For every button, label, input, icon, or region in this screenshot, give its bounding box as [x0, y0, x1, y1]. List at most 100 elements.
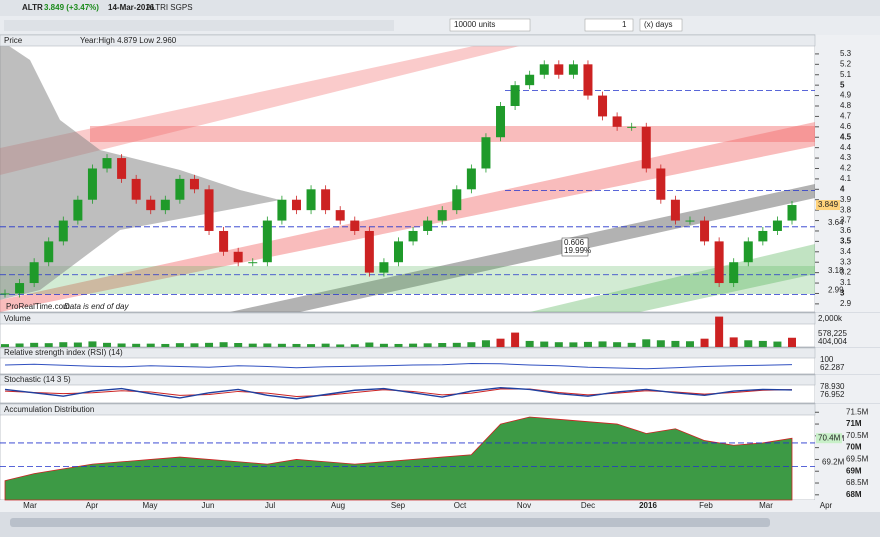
y-tick-label: 69M: [846, 466, 862, 475]
candle: [335, 210, 345, 221]
volume-bar: [481, 340, 490, 347]
units-field[interactable]: [449, 18, 531, 32]
note: Data is end of day: [64, 302, 129, 311]
ad-area: [4, 416, 793, 501]
volume-bar: [715, 316, 724, 347]
volume-bar: [496, 338, 505, 347]
candle: [598, 95, 608, 117]
scroll-thumb[interactable]: [10, 518, 770, 527]
volume-bar: [438, 343, 447, 347]
candle: [350, 220, 360, 231]
rsi-line: [4, 362, 793, 370]
volume-bar: [540, 341, 549, 347]
candle: [743, 241, 753, 263]
candle: [656, 168, 666, 200]
volume-bar: [73, 342, 82, 347]
y-tick-label: 4.2: [840, 164, 852, 173]
candle: [700, 220, 710, 242]
period-field[interactable]: [584, 18, 634, 32]
volume-bar: [409, 343, 418, 347]
level-label: 3.18: [828, 266, 844, 275]
y-tick-label: 71M: [846, 419, 862, 428]
y-tick-label: 4.1: [840, 174, 852, 183]
panel-header: [0, 374, 816, 386]
x-tick-label: Nov: [517, 501, 531, 510]
candle: [627, 126, 637, 128]
candle: [379, 262, 389, 273]
panel-header: [0, 403, 816, 416]
stoch-label: 76.952: [820, 390, 845, 399]
y-tick-label: 4.4: [840, 143, 852, 152]
rsi-axis: [815, 348, 880, 374]
candle: [496, 105, 506, 138]
volume-bar: [379, 343, 388, 347]
tool-icons[interactable]: [4, 20, 394, 31]
period-count: 1: [622, 20, 627, 29]
x-tick-label: Jun: [202, 501, 215, 510]
y-tick-label: 71.5M: [846, 407, 869, 416]
candle: [612, 116, 622, 127]
candle: [670, 199, 680, 221]
x-tick-label: Apr: [86, 501, 99, 510]
candle: [277, 199, 287, 221]
panel-header: [0, 312, 816, 325]
volume-bar: [146, 343, 155, 347]
candle: [233, 251, 243, 263]
y-tick-label: 5: [840, 80, 845, 89]
y-tick-label: 5.1: [840, 70, 852, 79]
period-unit-field[interactable]: [639, 18, 683, 32]
measure-label: 0.606: [564, 238, 585, 247]
volume-bar: [292, 343, 301, 347]
y-tick-label: 5.2: [840, 59, 852, 68]
candle: [306, 189, 316, 211]
volume-bar: [321, 343, 330, 347]
trend-channels: [0, 36, 815, 312]
x-tick-label: Mar: [23, 501, 37, 510]
title-bar: [0, 0, 880, 16]
y-tick-label: 3.4: [840, 247, 852, 256]
watermark: ProRealTime.com: [6, 302, 70, 311]
level-label: 2.99: [828, 286, 844, 295]
volume-bar: [394, 343, 403, 347]
volume-bar: [205, 342, 214, 347]
last-value: 70.4M: [818, 433, 841, 442]
price-axis: [815, 35, 880, 312]
y-tick-label: 100: [820, 355, 834, 364]
x-axis: [0, 500, 880, 512]
x-tick-label: Jul: [265, 501, 275, 510]
panel-title: Volume: [4, 314, 31, 323]
panel-title: Accumulation Distribution: [4, 405, 94, 414]
volume-axis: [815, 313, 880, 347]
candle: [189, 178, 199, 190]
y-tick-label: 2,000k: [818, 314, 843, 323]
candle: [437, 210, 447, 221]
candle: [131, 178, 141, 200]
year-info: Year:High 4.879 Low 2.960: [80, 36, 177, 45]
x-tick-label: Oct: [454, 501, 467, 510]
x-tick-label: Sep: [391, 501, 406, 510]
volume-bar: [729, 337, 738, 347]
volume-bar: [569, 342, 578, 347]
volume-bar: [234, 343, 243, 347]
candle: [641, 126, 651, 169]
x-tick-label: Apr: [820, 501, 833, 510]
y-tick-label: 70.5M: [846, 431, 869, 440]
volume-bar: [423, 343, 432, 347]
candle: [87, 168, 97, 200]
y-tick-label: 4.3: [840, 153, 852, 162]
volume-bar: [744, 340, 753, 347]
rsi-label: 62.287: [820, 363, 845, 372]
symbol: ALTR: [22, 3, 43, 12]
stochastic-axis: [815, 375, 880, 403]
candle: [729, 262, 739, 284]
period-unit: (x) days: [644, 20, 672, 29]
y-tick-label: 3.3: [840, 257, 852, 266]
stoch-label: 78.930: [820, 382, 845, 391]
y-tick-label: 4.5: [840, 132, 852, 141]
y-tick-label: 5.3: [840, 49, 852, 58]
volume-bar: [30, 342, 39, 347]
instrument-name: ALTRI SGPS: [146, 3, 193, 12]
y-tick-label: 68.5M: [846, 478, 869, 487]
units: 10000 units: [454, 20, 495, 29]
volume-bar: [583, 341, 592, 347]
